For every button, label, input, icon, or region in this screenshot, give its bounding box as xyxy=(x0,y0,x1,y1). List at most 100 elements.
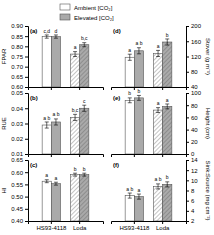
y-tick-label: 12 xyxy=(191,168,198,174)
x-tick: HS93-4118 xyxy=(119,221,150,231)
plot-area xyxy=(125,39,172,87)
x-tick-mark xyxy=(134,87,135,90)
significance-letter: a b xyxy=(135,40,142,46)
y-tick-mark xyxy=(186,72,189,73)
y-tick-label: 6 xyxy=(191,198,195,204)
y-tick-label: 20 xyxy=(191,139,198,145)
y-axis: 0.010.020.030.040.05 xyxy=(11,90,28,157)
y-tick: 2 xyxy=(186,218,195,224)
y-tick-mark xyxy=(186,142,189,143)
y-tick-label: 80 xyxy=(191,69,198,75)
x-axis xyxy=(112,87,187,90)
chart: c,dadb,c0.600.650.700.750.800.850.90FPAR… xyxy=(0,0,214,235)
legend-swatch xyxy=(60,4,70,10)
x-tick xyxy=(162,154,163,157)
y-tick-label: 0.70 xyxy=(11,64,23,70)
y-tick-mark xyxy=(25,221,28,222)
y-tick-label: 0.02 xyxy=(11,136,23,142)
significance-letter: a xyxy=(157,100,160,106)
y-tick-mark xyxy=(186,57,189,58)
bar xyxy=(51,122,60,154)
y-tick: 0.80 xyxy=(11,44,28,50)
bar xyxy=(163,42,172,87)
y-tick: 0.02 xyxy=(11,136,28,142)
y-axis-line xyxy=(25,27,29,88)
y-tick-mark xyxy=(25,139,28,140)
y-tick-mark xyxy=(25,67,28,68)
y-tick: 100 xyxy=(186,90,202,96)
y-tick-label: 2 xyxy=(191,218,195,224)
bar xyxy=(163,106,172,154)
significance-letter: b xyxy=(128,90,131,96)
y-tick-label: 0.90 xyxy=(11,23,23,29)
panel-title: (f) xyxy=(113,162,119,168)
y-tick-mark xyxy=(25,184,28,185)
y-tick: 200 xyxy=(186,23,202,29)
y-tick-label: 0.65 xyxy=(11,157,23,163)
error-bar xyxy=(82,105,86,111)
y-axis-title: Height (cm) xyxy=(205,108,211,139)
y-axis: 4080120160200 xyxy=(186,23,202,90)
error-bar xyxy=(73,114,77,120)
panel: abab0.400.450.500.550.600.65HS93-4118Lod… xyxy=(1,157,104,231)
significance-letter: a b xyxy=(43,115,50,121)
y-tick-label: 120 xyxy=(191,54,202,60)
significance-letter: b,c xyxy=(81,35,88,41)
x-axis-line xyxy=(112,88,187,91)
x-tick xyxy=(134,154,135,157)
x-tick-mark xyxy=(162,154,163,157)
x-axis xyxy=(112,154,187,157)
y-tick: 14 xyxy=(186,157,198,163)
x-tick-label: Loda xyxy=(156,225,170,231)
x-tick-mark xyxy=(162,221,163,224)
error-bar xyxy=(73,52,77,57)
error-bar xyxy=(82,43,86,47)
significance-letter: a xyxy=(138,187,141,193)
x-tick-label: HS93-4118 xyxy=(119,225,150,231)
bar xyxy=(51,184,60,221)
y-tick: 0.45 xyxy=(11,206,28,212)
bar xyxy=(125,196,134,221)
significance-letter: b xyxy=(166,174,169,180)
panel-title: (d) xyxy=(113,28,121,34)
y-axis-title: Sink:Source (mg cm⁻²) xyxy=(205,160,211,220)
x-tick xyxy=(134,87,135,90)
y-tick-mark xyxy=(25,209,28,210)
bar xyxy=(153,53,162,87)
y-tick: 8 xyxy=(186,188,195,194)
y-tick-label: 80 xyxy=(191,103,198,109)
plot-area xyxy=(42,105,89,154)
y-tick-label: 0.65 xyxy=(11,74,23,80)
y-tick-mark xyxy=(25,197,28,198)
bar xyxy=(80,45,89,87)
error-bar xyxy=(128,193,132,198)
x-tick-mark xyxy=(134,154,135,157)
significance-letter: a b xyxy=(155,176,162,182)
panel-title: (e) xyxy=(113,95,120,101)
y-axis-line xyxy=(25,94,29,155)
x-tick-mark xyxy=(79,154,80,157)
y-tick-mark xyxy=(186,105,189,106)
x-tick-mark xyxy=(134,221,135,224)
y-tick: 160 xyxy=(186,39,202,45)
bar xyxy=(70,117,79,154)
y-tick-mark xyxy=(25,77,28,78)
x-axis-line xyxy=(112,222,187,225)
bar xyxy=(163,184,172,221)
y-tick-label: 8 xyxy=(191,188,195,194)
y-axis-title: RUE xyxy=(1,117,7,130)
y-tick: 0.55 xyxy=(11,182,28,188)
error-bar xyxy=(82,173,86,176)
y-tick: 80 xyxy=(186,69,198,75)
y-tick: 4 xyxy=(186,208,195,214)
significance-letter: a xyxy=(45,172,48,178)
y-tick-label: 0.04 xyxy=(11,106,23,112)
y-tick-label: 100 xyxy=(191,90,202,96)
y-tick: 0.60 xyxy=(11,170,28,176)
y-tick: 0.05 xyxy=(11,90,28,96)
x-tick-label: HS93-4118 xyxy=(36,225,67,231)
error-bar xyxy=(156,50,160,56)
y-axis-line xyxy=(187,161,190,222)
bar xyxy=(70,54,79,87)
annotations: c,dadb,c xyxy=(43,28,88,51)
